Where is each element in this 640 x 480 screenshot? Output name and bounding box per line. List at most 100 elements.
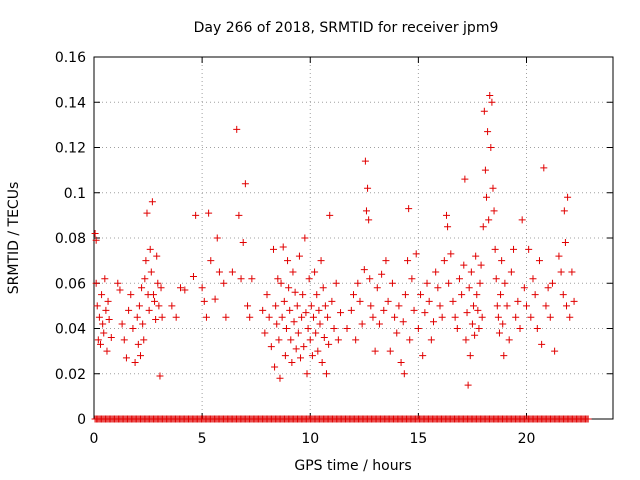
data-point <box>293 302 301 310</box>
data-point <box>455 275 463 283</box>
data-point <box>500 352 508 360</box>
data-point <box>542 302 550 310</box>
data-point <box>401 291 409 299</box>
data-point <box>442 211 450 219</box>
data-point <box>419 352 427 360</box>
data-point <box>311 268 319 276</box>
data-point <box>334 336 342 344</box>
data-point <box>364 184 372 192</box>
data-point <box>350 291 357 299</box>
data-point <box>265 313 273 321</box>
data-point <box>438 313 446 321</box>
data-point <box>505 336 513 344</box>
data-point <box>434 284 442 292</box>
data-point <box>168 302 176 310</box>
data-point <box>464 381 472 389</box>
data-point <box>461 175 469 183</box>
data-point <box>105 315 113 323</box>
data-point <box>324 313 332 321</box>
data-point <box>384 297 392 305</box>
data-point <box>540 164 548 172</box>
data-point <box>400 370 408 378</box>
data-point <box>284 257 292 265</box>
data-point <box>244 302 252 310</box>
data-point <box>481 166 489 174</box>
x-tick-label: 15 <box>409 431 427 447</box>
data-point <box>127 291 135 299</box>
data-point <box>406 336 414 344</box>
data-point <box>321 302 329 310</box>
data-point <box>491 245 499 253</box>
data-point <box>94 336 102 344</box>
data-point <box>425 297 433 305</box>
x-tick-label: 20 <box>518 431 536 447</box>
data-point <box>305 275 313 283</box>
data-point <box>222 313 230 321</box>
data-point <box>516 325 524 332</box>
data-point <box>330 325 338 332</box>
data-point <box>135 302 143 310</box>
data-point <box>527 313 535 321</box>
zero-data-point <box>584 415 592 423</box>
data-point <box>518 216 526 224</box>
data-point <box>466 352 474 360</box>
data-point <box>148 198 156 206</box>
data-point <box>451 313 459 321</box>
data-point <box>318 358 326 366</box>
data-point <box>523 302 530 310</box>
data-point <box>465 284 473 292</box>
data-point <box>551 347 559 355</box>
data-point <box>561 239 569 247</box>
data-point <box>477 261 485 269</box>
data-point <box>485 216 493 224</box>
data-point <box>427 336 435 344</box>
data-point <box>277 279 285 287</box>
data-point <box>487 144 495 151</box>
data-point <box>325 340 333 348</box>
data-point <box>393 329 401 337</box>
data-point <box>488 98 496 106</box>
data-point <box>405 205 413 213</box>
data-point <box>479 223 487 231</box>
data-point <box>489 184 497 192</box>
data-point <box>92 236 100 244</box>
data-point <box>538 340 546 348</box>
data-point <box>211 295 219 303</box>
data-point <box>468 320 476 328</box>
y-tick-label: 0.02 <box>55 367 86 383</box>
data-point <box>412 250 420 258</box>
data-point <box>281 352 289 360</box>
data-point <box>563 302 571 310</box>
data-point <box>114 279 122 287</box>
data-point <box>189 272 197 280</box>
data-point <box>288 358 296 366</box>
data-point <box>533 325 541 332</box>
data-point <box>557 268 565 276</box>
data-point <box>289 268 297 276</box>
data-point <box>301 234 309 242</box>
data-point <box>298 313 306 321</box>
data-point <box>386 347 394 355</box>
chart-title: Day 266 of 2018, SRMTID for receiver jpm… <box>194 20 499 36</box>
y-axis-label: SRMTID / TECUs <box>6 182 22 295</box>
data-point <box>149 291 157 299</box>
data-point <box>503 302 511 310</box>
data-point <box>136 352 144 360</box>
data-point <box>453 325 461 332</box>
data-point <box>181 286 189 294</box>
data-point <box>92 279 100 287</box>
data-point <box>471 331 479 339</box>
x-tick-label: 5 <box>198 431 207 447</box>
data-points <box>91 91 592 423</box>
data-point <box>116 286 124 294</box>
data-point <box>192 211 200 219</box>
data-point <box>314 347 322 355</box>
data-point <box>507 268 515 276</box>
data-point <box>278 313 286 321</box>
data-point <box>371 347 379 355</box>
data-point <box>494 313 502 321</box>
data-point <box>118 320 126 328</box>
data-point <box>104 297 112 305</box>
data-point <box>354 279 362 287</box>
